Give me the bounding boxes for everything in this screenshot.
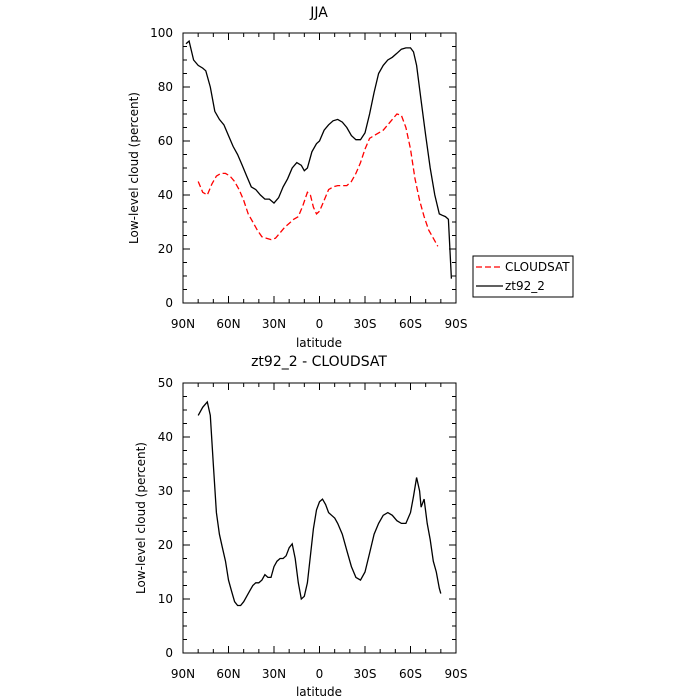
x-tick-label: 0 (316, 667, 324, 681)
legend-label-zt92_2: zt92_2 (505, 279, 545, 293)
x-tick-label: 30N (262, 667, 286, 681)
x-tick-label: 60N (216, 317, 240, 331)
series-line-difference (197, 400, 442, 607)
x-tick-label: 90S (445, 317, 468, 331)
series-lines (197, 400, 442, 607)
y-tick-label: 20 (158, 242, 173, 256)
y-tick-label: 30 (158, 484, 173, 498)
x-tick-label: 90N (171, 317, 195, 331)
top-chart-panel: JJA Low-level cloud (percent) latitude 9… (127, 5, 467, 350)
y-tick-label: 20 (158, 538, 173, 552)
y-tick-label: 60 (158, 134, 173, 148)
plot-frame (182, 382, 457, 654)
x-tick-label: 90S (445, 667, 468, 681)
x-tick-label: 30S (354, 667, 377, 681)
y-tick-label: 40 (158, 430, 173, 444)
y-tick-label: 10 (158, 592, 173, 606)
x-tick-label: 60S (399, 667, 422, 681)
x-tick-label: 60N (216, 667, 240, 681)
legend-label-cloudsat: CLOUDSAT (505, 260, 570, 274)
y-axis-label: Low-level cloud (percent) (127, 92, 141, 244)
y-axis-label: Low-level cloud (percent) (134, 442, 148, 594)
chart-title: zt92_2 - CLOUDSAT (251, 354, 387, 370)
y-tick-label: 80 (158, 80, 173, 94)
x-tick-label: 60S (399, 317, 422, 331)
x-tick-label: 30N (262, 317, 286, 331)
x-tick-label: 0 (316, 317, 324, 331)
chart-title: JJA (309, 5, 328, 21)
series-lines (185, 39, 453, 279)
axes: 90N 60N 30N 0 30S 60S 90S 0 10 20 30 40 50 (158, 376, 468, 681)
series-line-CLOUDSAT (197, 113, 439, 247)
x-tick-label: 90N (171, 667, 195, 681)
bottom-chart-panel: zt92_2 - CLOUDSAT Low-level cloud (perce… (134, 354, 467, 699)
axes: 90N 60N 30N 0 30S 60S 90S 0 20 40 60 80 100 (150, 26, 467, 331)
x-axis-label: latitude (296, 336, 342, 350)
plot-frame (182, 32, 457, 304)
y-tick-label: 0 (165, 646, 173, 660)
y-tick-label: 100 (150, 26, 173, 40)
legend: CLOUDSAT zt92_2 (472, 255, 574, 298)
y-tick-label: 40 (158, 188, 173, 202)
y-tick-label: 50 (158, 376, 173, 390)
y-tick-label: 0 (165, 296, 173, 310)
series-line-zt92_2 (185, 39, 453, 279)
legend-box (472, 255, 574, 298)
x-axis-label: latitude (296, 685, 342, 699)
x-tick-label: 30S (354, 317, 377, 331)
